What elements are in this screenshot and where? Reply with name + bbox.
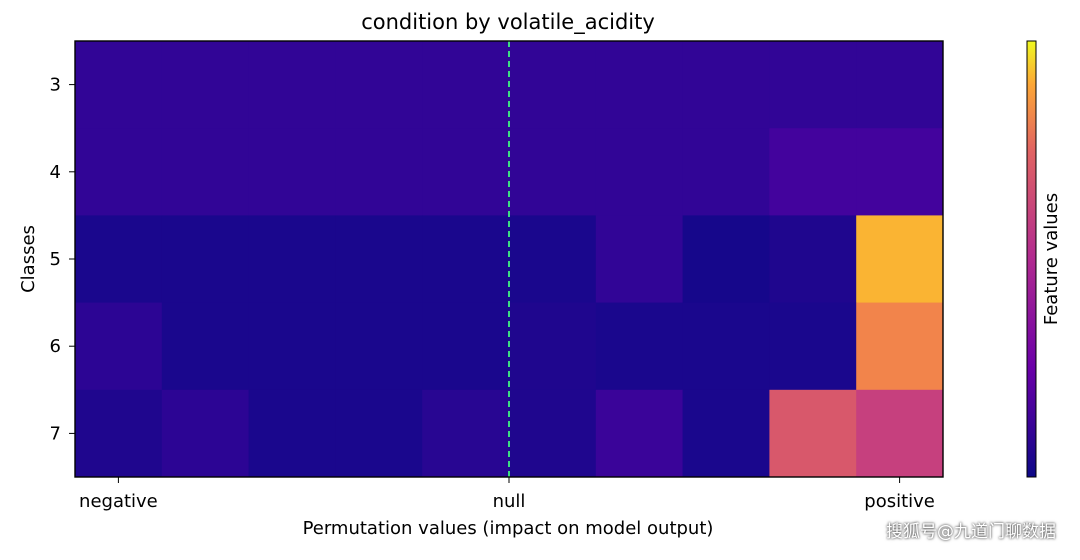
heatmap-cell	[595, 41, 684, 129]
heatmap-cell	[769, 302, 857, 391]
heatmap-cell	[422, 128, 510, 216]
heatmap-cell	[161, 41, 250, 129]
heatmap-cell	[509, 128, 597, 216]
heatmap-cell	[769, 41, 857, 129]
colorbar	[1026, 40, 1037, 478]
heatmap-cell	[595, 389, 684, 478]
y-tick-label: 6	[50, 336, 61, 357]
chart-title: condition by volatile_acidity	[361, 10, 655, 35]
y-tick-label: 5	[50, 249, 61, 270]
heatmap-cell	[422, 215, 510, 304]
heatmap-cell	[161, 215, 250, 304]
heatmap-cell	[769, 389, 857, 478]
heatmap-cell	[75, 302, 163, 391]
heatmap-cells	[75, 41, 944, 478]
heatmap-cell	[856, 41, 944, 129]
x-axis-ticks: negative null positive	[79, 477, 935, 512]
y-axis-ticks: 3 4 5 6 7	[50, 75, 75, 444]
heatmap-cell	[161, 389, 250, 478]
heatmap-cell	[682, 215, 770, 304]
heatmap-cell	[335, 389, 423, 478]
y-tick-label: 7	[50, 423, 61, 444]
heatmap-cell	[335, 41, 423, 129]
heatmap-cell	[682, 128, 770, 216]
heatmap-cell	[595, 128, 684, 216]
y-axis-label: Classes	[18, 225, 39, 293]
heatmap-cell	[422, 41, 510, 129]
heatmap-cell	[509, 41, 597, 129]
heatmap-cell	[335, 215, 423, 304]
heatmap-cell	[248, 302, 336, 391]
heatmap-cell	[682, 389, 770, 478]
heatmap-cell	[248, 215, 336, 304]
heatmap-cell	[856, 215, 944, 304]
heatmap-cell	[335, 128, 423, 216]
y-tick-label: 3	[50, 75, 61, 96]
x-tick-label: negative	[79, 491, 158, 512]
heatmap-cell	[856, 389, 944, 478]
heatmap-cell	[75, 128, 163, 216]
heatmap-cell	[509, 215, 597, 304]
heatmap-cell	[509, 302, 597, 391]
heatmap-cell	[161, 128, 250, 216]
heatmap-cell	[75, 41, 163, 129]
heatmap-cell	[769, 215, 857, 304]
heatmap-cell	[161, 302, 250, 391]
x-tick-label: positive	[864, 491, 935, 512]
heatmap-cell	[856, 302, 944, 391]
heatmap-cell	[248, 389, 336, 478]
heatmap-cell	[769, 128, 857, 216]
heatmap-cell	[75, 389, 163, 478]
heatmap-cell	[422, 302, 510, 391]
y-tick-label: 4	[50, 162, 61, 183]
heatmap-cell	[682, 302, 770, 391]
heatmap-cell	[422, 389, 510, 478]
x-axis-label: Permutation values (impact on model outp…	[303, 518, 714, 539]
heatmap-cell	[75, 215, 163, 304]
colorbar-label: Feature values	[1041, 193, 1062, 325]
heatmap-cell	[335, 302, 423, 391]
heatmap-cell	[595, 215, 684, 304]
heatmap-cell	[509, 389, 597, 478]
heatmap-cell	[595, 302, 684, 391]
heatmap-cell	[682, 41, 770, 129]
heatmap-cell	[856, 128, 944, 216]
watermark-text: 搜狐号@九道门聊数据	[886, 522, 1056, 542]
x-tick-label: null	[493, 491, 526, 512]
heatmap-cell	[248, 128, 336, 216]
heatmap-cell	[248, 41, 336, 129]
